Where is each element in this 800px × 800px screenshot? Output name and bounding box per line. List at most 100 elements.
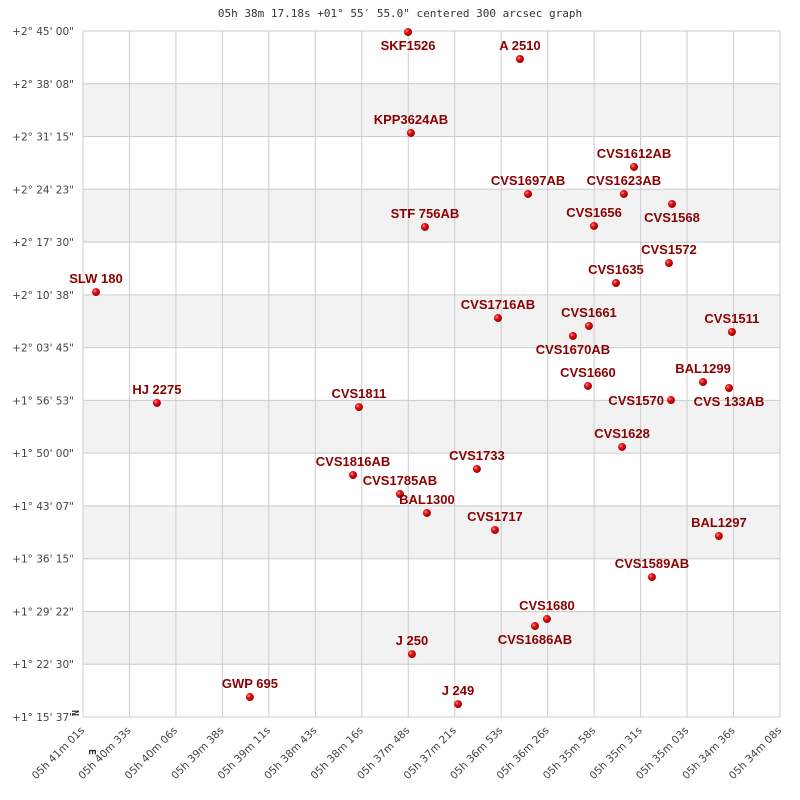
star-marker[interactable]	[666, 396, 675, 405]
star-marker[interactable]	[584, 321, 593, 330]
star-marker[interactable]	[524, 189, 533, 198]
star-point[interactable]: CVS1717	[467, 509, 523, 534]
star-label: BAL1299	[675, 361, 731, 376]
star-marker[interactable]	[725, 384, 734, 393]
star-marker[interactable]	[490, 525, 499, 534]
star-marker[interactable]	[664, 259, 673, 268]
star-point[interactable]: CVS1635	[588, 262, 644, 287]
star-marker[interactable]	[568, 331, 577, 340]
star-label: CVS1612AB	[597, 146, 671, 161]
north-direction-label: N	[69, 710, 80, 716]
star-marker[interactable]	[404, 28, 413, 37]
star-point[interactable]: SLW 180	[69, 271, 123, 297]
star-label: J 250	[396, 633, 429, 648]
star-label: CVS1635	[588, 262, 644, 277]
star-marker[interactable]	[611, 278, 620, 287]
y-tick-label: +2° 31' 15"	[12, 132, 74, 144]
star-marker[interactable]	[530, 622, 539, 631]
star-point[interactable]: CVS1612AB	[597, 146, 671, 171]
star-point[interactable]: J 250	[396, 633, 429, 659]
y-tick-label: +2° 24' 23"	[12, 184, 74, 196]
star-point[interactable]: CVS1686AB	[498, 622, 572, 647]
star-label: CVS1680	[519, 598, 575, 613]
star-marker[interactable]	[472, 464, 481, 473]
y-tick-label: +1° 36' 15"	[12, 554, 74, 566]
star-marker[interactable]	[354, 403, 363, 412]
row-band	[83, 189, 780, 243]
star-point[interactable]: SKF1526	[381, 28, 436, 53]
star-point[interactable]: CVS1680	[519, 598, 575, 624]
star-marker[interactable]	[699, 377, 708, 386]
star-point[interactable]: HJ 2275	[132, 382, 181, 407]
y-tick-label: +1° 22' 30"	[12, 659, 74, 671]
star-label: BAL1300	[399, 492, 455, 507]
star-label: A 2510	[499, 38, 540, 53]
row-band	[83, 400, 780, 454]
star-point[interactable]: CVS1661	[561, 305, 617, 330]
star-marker[interactable]	[395, 490, 404, 499]
star-point[interactable]: CVS1589AB	[615, 556, 689, 582]
star-point[interactable]: CVS1656	[566, 205, 622, 230]
star-point[interactable]: KPP3624AB	[374, 112, 448, 137]
star-marker[interactable]	[152, 398, 161, 407]
star-point[interactable]: CVS1716AB	[461, 297, 535, 323]
row-bands	[83, 83, 780, 665]
star-point[interactable]: STF 756AB	[391, 206, 460, 231]
star-label: CVS1811	[331, 386, 386, 401]
star-label: STF 756AB	[391, 206, 460, 221]
star-point[interactable]: CVS1568	[644, 199, 700, 225]
star-point[interactable]: CVS1628	[594, 426, 650, 451]
star-marker[interactable]	[406, 128, 415, 137]
star-marker[interactable]	[407, 650, 416, 659]
star-marker[interactable]	[515, 55, 524, 64]
star-point[interactable]: CVS 133AB	[694, 384, 765, 409]
star-point[interactable]: A 2510	[499, 38, 541, 64]
star-label: CVS1661	[561, 305, 617, 320]
star-point[interactable]: CVS1816AB	[316, 454, 390, 479]
star-marker[interactable]	[91, 288, 100, 297]
star-marker[interactable]	[647, 573, 656, 582]
star-label: CVS1717	[467, 509, 523, 524]
star-point[interactable]: J 249	[442, 683, 475, 709]
star-point[interactable]: CVS1670AB	[536, 331, 610, 357]
star-marker[interactable]	[349, 470, 358, 479]
star-marker[interactable]	[542, 615, 551, 624]
y-tick-label: +1° 56' 53"	[12, 395, 74, 407]
y-tick-label: +2° 17' 30"	[12, 237, 74, 249]
star-marker[interactable]	[630, 162, 639, 171]
star-point[interactable]: BAL1297	[691, 515, 747, 541]
y-tick-label: +1° 50' 00"	[12, 448, 74, 460]
star-label: GWP 695	[222, 676, 278, 691]
star-point[interactable]: GWP 695	[222, 676, 278, 702]
star-point[interactable]: CVS1785AB	[363, 473, 437, 499]
star-label: KPP3624AB	[374, 112, 448, 127]
star-marker[interactable]	[727, 327, 736, 336]
star-point[interactable]: CVS1511	[704, 311, 759, 336]
star-point[interactable]: CVS1570	[608, 393, 675, 408]
star-point[interactable]: BAL1299	[675, 361, 731, 386]
star-point[interactable]: BAL1300	[399, 492, 455, 517]
star-point[interactable]: CVS1572	[641, 242, 697, 268]
star-label: CVS 133AB	[694, 394, 765, 409]
star-point[interactable]: CVS1811	[331, 386, 386, 412]
star-marker[interactable]	[422, 508, 431, 517]
star-point[interactable]: CVS1697AB	[491, 173, 565, 198]
star-marker[interactable]	[493, 314, 502, 323]
star-label: SKF1526	[381, 38, 436, 53]
y-tick-label: +1° 43' 07"	[12, 501, 74, 513]
star-marker[interactable]	[619, 189, 628, 198]
star-marker[interactable]	[583, 381, 592, 390]
star-point[interactable]: CVS1660	[560, 365, 616, 390]
y-tick-label: +2° 03' 45"	[12, 343, 74, 355]
star-marker[interactable]	[590, 221, 599, 230]
star-point[interactable]: CVS1733	[449, 448, 505, 473]
star-marker[interactable]	[667, 199, 676, 208]
star-marker[interactable]	[453, 700, 462, 709]
star-label: CVS1568	[644, 210, 700, 225]
star-marker[interactable]	[714, 532, 723, 541]
star-marker[interactable]	[420, 222, 429, 231]
star-point[interactable]: CVS1623AB	[587, 173, 661, 198]
star-marker[interactable]	[245, 693, 254, 702]
star-marker[interactable]	[618, 442, 627, 451]
star-label: CVS1670AB	[536, 342, 610, 357]
